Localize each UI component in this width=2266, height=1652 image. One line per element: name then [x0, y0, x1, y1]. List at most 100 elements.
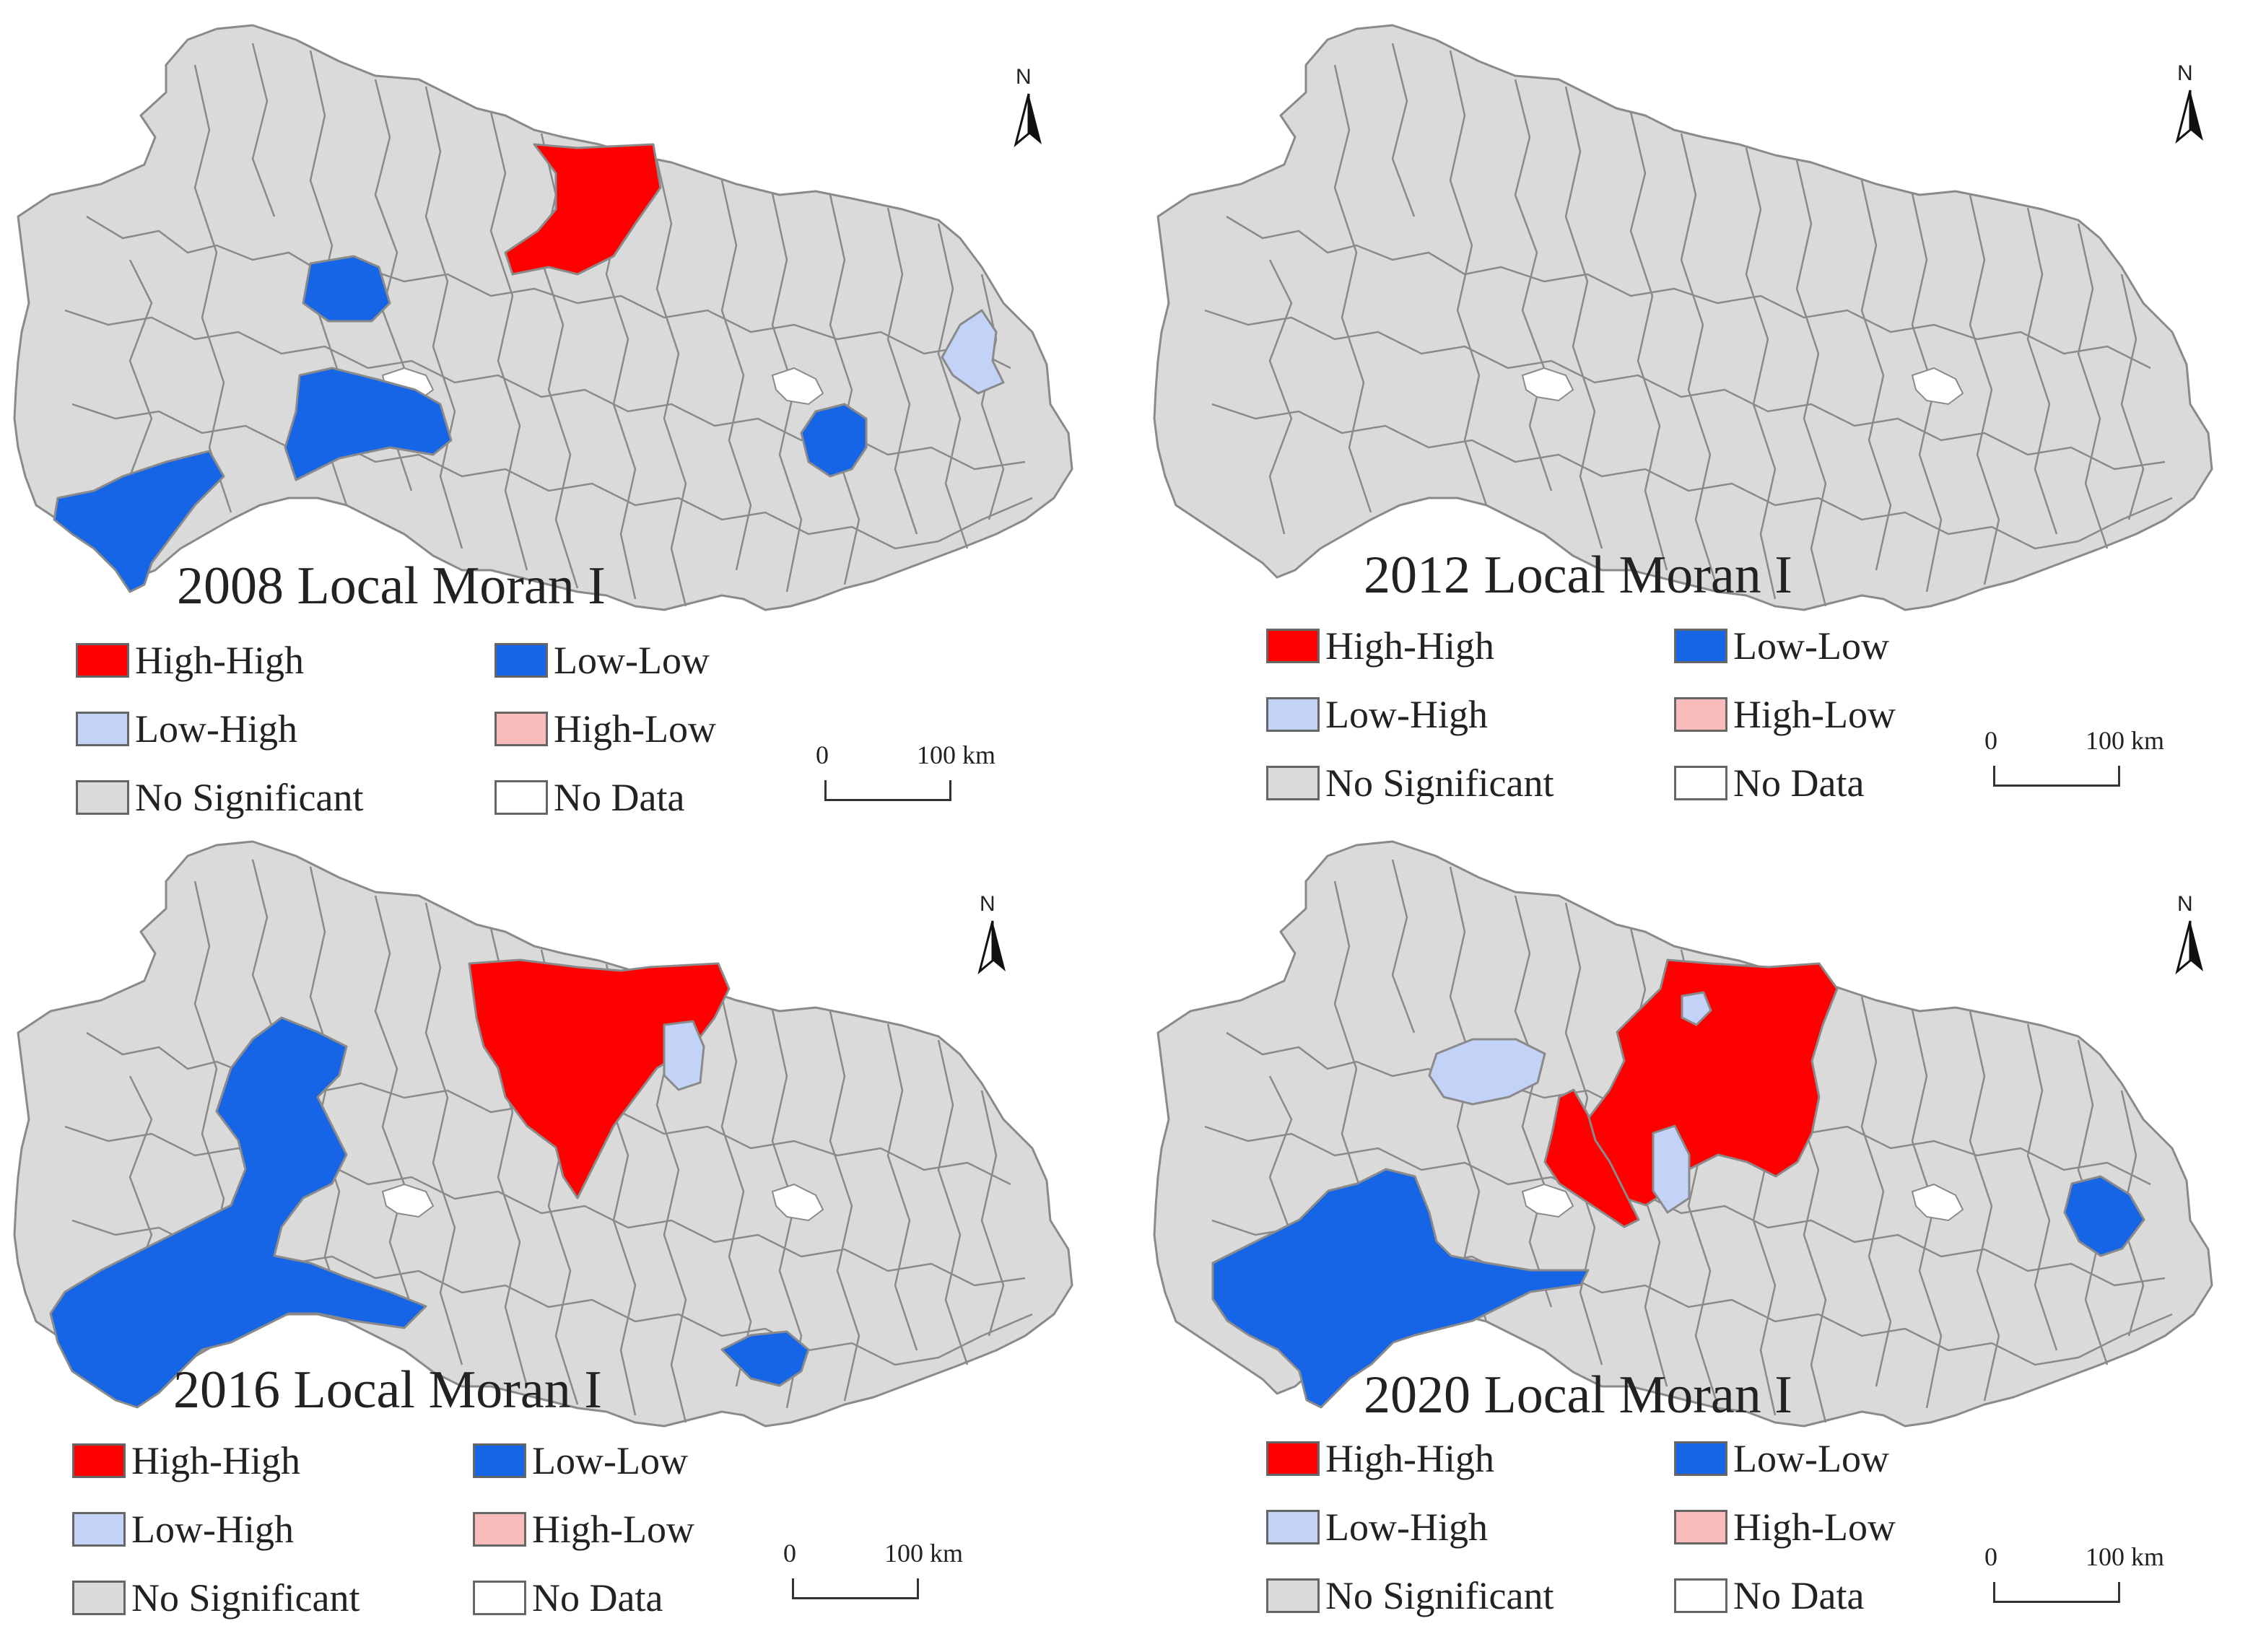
swatch-low-high — [72, 1512, 126, 1547]
reservoir-lake — [1521, 1183, 1574, 1218]
province-outline — [1153, 24, 2213, 611]
cluster-region-low-low — [800, 403, 868, 478]
scale-distance-label: 100 km — [917, 740, 996, 769]
legend-item-no-significant: No Significant — [72, 1573, 359, 1623]
north-label: N — [1016, 65, 1032, 89]
water-bodies — [1521, 367, 1964, 406]
legend-item-high-low: High-Low — [1674, 1502, 1896, 1552]
map-title: 2012 Local Moran I — [1364, 546, 1792, 605]
scale-distance-label: 100 km — [2086, 726, 2165, 755]
legend-label-high-low: High-Low — [1733, 693, 1896, 736]
legend-label-no-significant: No Significant — [1325, 761, 1554, 805]
reservoir-lake — [381, 1183, 435, 1218]
cluster-region-high-high — [504, 143, 662, 276]
legend-item-high-high: High-High — [72, 1435, 300, 1486]
swatch-high-low — [1674, 1510, 1727, 1544]
legend-label-low-high: Low-High — [135, 707, 297, 751]
scale-zero-label: 0 — [816, 740, 829, 769]
swatch-low-low — [473, 1443, 526, 1478]
north-arrow-icon — [2175, 89, 2203, 144]
swatch-no-significant — [1266, 766, 1320, 800]
legend-item-high-high: High-High — [1266, 621, 1494, 671]
legend-item-no-data: No Data — [494, 772, 684, 823]
swatch-no-significant — [76, 780, 129, 815]
scale-line — [1993, 766, 2120, 787]
swatch-low-high — [1266, 1510, 1320, 1544]
swatch-high-high — [1266, 1441, 1320, 1476]
legend: High-High Low-Low Low-High High-Low No S… — [1266, 1433, 1959, 1650]
province-map — [1153, 24, 2213, 611]
legend-label-no-significant: No Significant — [131, 1576, 360, 1620]
legend-item-no-data: No Data — [1674, 1570, 1864, 1621]
cluster-region-low-low — [53, 450, 225, 593]
swatch-low-high — [1266, 697, 1320, 732]
legend-item-no-significant: No Significant — [1266, 1570, 1553, 1621]
swatch-high-high — [72, 1443, 126, 1478]
cluster-region-high-high — [1543, 1088, 1640, 1228]
legend-label-no-significant: No Significant — [1325, 1574, 1554, 1617]
scale-distance-label: 100 km — [884, 1539, 964, 1568]
province-map — [13, 24, 1073, 611]
legend-item-no-data: No Data — [473, 1573, 663, 1623]
water-bodies — [381, 1183, 824, 1222]
scale-zero-label: 0 — [1984, 1542, 1997, 1571]
map-panel-2012: 2012 Local Moran I N High-High Low-Low L… — [1140, 0, 2266, 808]
north-label: N — [2177, 892, 2193, 916]
legend-label-low-high: Low-High — [1325, 1505, 1488, 1549]
cluster-region-low-high — [1428, 1038, 1546, 1106]
legend-label-high-low: High-Low — [532, 1508, 694, 1551]
scale-distance-label: 100 km — [2086, 1542, 2165, 1571]
swatch-no-data — [1674, 766, 1727, 800]
scale-bar: 0 100 km — [816, 740, 1032, 819]
cluster-region-low-low — [2063, 1175, 2145, 1257]
map-panel-2020: 2020 Local Moran I N High-High Low-Low L… — [1140, 816, 2266, 1625]
scale-zero-label: 0 — [783, 1539, 796, 1568]
swatch-low-low — [1674, 629, 1727, 663]
swatch-low-low — [494, 643, 548, 678]
north-arrow-icon — [2175, 920, 2203, 975]
swatch-no-data — [1674, 1578, 1727, 1613]
legend-label-no-data: No Data — [532, 1576, 663, 1620]
legend-label-high-high: High-High — [135, 639, 304, 682]
legend-label-high-high: High-High — [131, 1439, 300, 1482]
swatch-no-significant — [72, 1581, 126, 1615]
swatch-low-high — [76, 712, 129, 746]
map-title: 2016 Local Moran I — [173, 1360, 602, 1420]
map-title: 2008 Local Moran I — [177, 556, 606, 616]
cluster-region-low-low — [1211, 1168, 1590, 1409]
cluster-region-low-low — [720, 1330, 810, 1387]
north-label: N — [980, 892, 995, 916]
scale-bar: 0 100 km — [1984, 1542, 2201, 1621]
legend-item-low-high: Low-High — [1266, 1502, 1488, 1552]
map-panel-2016: 2016 Local Moran I N High-High Low-Low L… — [0, 816, 1126, 1625]
north-arrow: N — [971, 892, 1014, 979]
legend-item-no-significant: No Significant — [1266, 758, 1553, 808]
north-arrow: N — [1007, 65, 1050, 152]
north-arrow-icon — [977, 920, 1006, 975]
swatch-high-low — [494, 712, 548, 746]
east-lake — [771, 367, 824, 406]
scale-bar: 0 100 km — [1984, 725, 2201, 805]
map-panel-2008: 2008 Local Moran I N High-High Low-Low L… — [0, 0, 1126, 819]
swatch-no-data — [494, 780, 548, 815]
legend-label-high-high: High-High — [1325, 624, 1494, 668]
east-lake — [1911, 1183, 1964, 1222]
cluster-region-low-high — [941, 309, 1005, 395]
county-boundaries — [1204, 43, 2173, 607]
legend: High-High Low-Low Low-High High-Low No S… — [1266, 621, 1959, 837]
legend-label-low-high: Low-High — [1325, 693, 1488, 736]
province-map — [13, 840, 1073, 1428]
legend-item-no-data: No Data — [1674, 758, 1864, 808]
scale-line — [1993, 1582, 2120, 1603]
cluster-region-low-high — [663, 1020, 705, 1091]
water-bodies — [1521, 1183, 1964, 1222]
legend-item-no-significant: No Significant — [76, 772, 363, 823]
cluster-region-low-high — [1681, 991, 1712, 1026]
legend-item-low-high: Low-High — [1266, 689, 1488, 740]
legend-item-low-low: Low-Low — [1674, 1433, 1889, 1484]
cluster-region-low-low — [302, 255, 391, 323]
map-title: 2020 Local Moran I — [1364, 1365, 1792, 1425]
east-lake — [771, 1183, 824, 1222]
legend-item-high-low: High-Low — [473, 1504, 694, 1555]
scale-bar: 0 100 km — [783, 1538, 1000, 1617]
